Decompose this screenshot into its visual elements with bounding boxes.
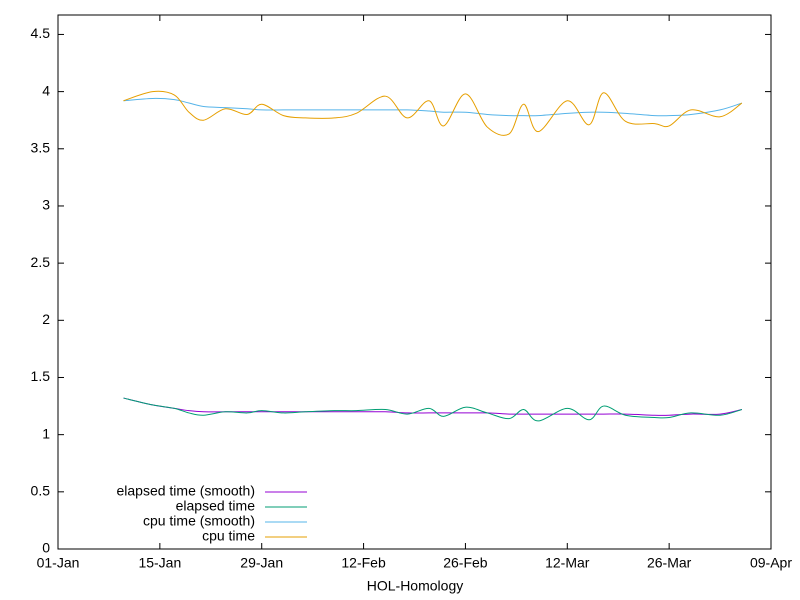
x-tick-label: 01-Jan — [37, 555, 80, 571]
y-tick-label: 4 — [42, 82, 50, 98]
legend-label: cpu time (smooth) — [143, 513, 255, 529]
x-tick-label: 29-Jan — [240, 555, 283, 571]
y-tick-label: 1 — [42, 425, 50, 441]
x-tick-label: 15-Jan — [138, 555, 181, 571]
y-tick-label: 0.5 — [31, 483, 51, 499]
legend-label: elapsed time — [176, 498, 256, 514]
y-tick-label: 2 — [42, 311, 50, 327]
legend-label: elapsed time (smooth) — [116, 483, 255, 499]
x-tick-label: 09-Apr — [750, 555, 792, 571]
y-tick-label: 3.5 — [31, 139, 51, 155]
x-tick-label: 12-Feb — [341, 555, 386, 571]
y-tick-label: 1.5 — [31, 368, 51, 384]
legend-label: cpu time — [202, 528, 255, 544]
series-line — [123, 90, 743, 136]
series-line — [123, 97, 743, 117]
y-tick-label: 3 — [42, 197, 50, 213]
y-tick-label: 2.5 — [31, 254, 51, 270]
x-tick-label: 26-Mar — [647, 555, 692, 571]
x-tick-label: 12-Mar — [545, 555, 590, 571]
series-line — [123, 397, 743, 422]
plot-border — [57, 14, 772, 550]
x-axis-label: HOL-Homology — [367, 578, 463, 594]
x-tick-label: 26-Feb — [443, 555, 488, 571]
y-tick-label: 4.5 — [31, 25, 51, 41]
y-tick-label: 0 — [42, 540, 50, 556]
